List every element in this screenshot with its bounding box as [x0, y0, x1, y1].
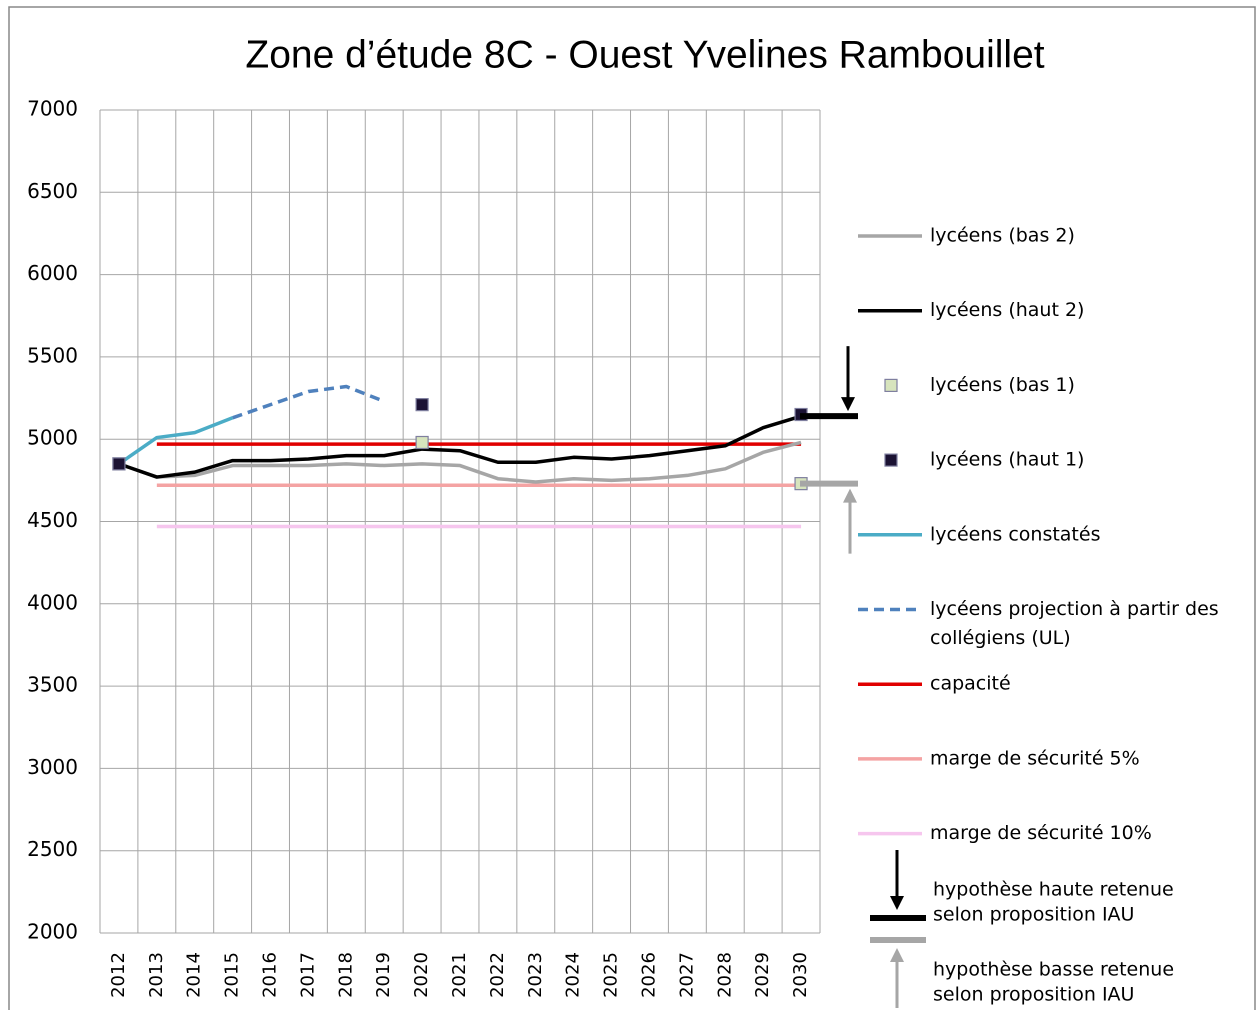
- x-tick-label: 2012: [108, 952, 129, 998]
- x-tick-label: 2027: [676, 952, 697, 998]
- series-marker: [415, 398, 429, 412]
- legend-label: lycéens constatés: [930, 523, 1100, 545]
- arrow-head: [890, 896, 904, 910]
- x-tick-label: 2020: [411, 952, 432, 998]
- series-marker: [415, 435, 429, 450]
- x-tick-label: 2030: [790, 952, 811, 998]
- legend-marker: [884, 453, 898, 467]
- y-tick-label: 6500: [27, 179, 78, 203]
- y-tick-label: 3500: [27, 673, 78, 697]
- chart-frame: [8, 6, 1256, 1014]
- x-tick-label: 2014: [184, 952, 205, 998]
- y-tick-label: 7000: [27, 97, 78, 121]
- y-tick-label: 3000: [27, 755, 78, 779]
- y-tick-label: 2000: [27, 920, 78, 944]
- y-tick-label: 4500: [27, 508, 78, 532]
- x-tick-label: 2023: [525, 952, 546, 998]
- x-tick-label: 2018: [335, 952, 356, 998]
- arrow-head: [890, 948, 904, 962]
- arrow-head: [841, 397, 855, 412]
- chart-title: Zone d’étude 8C - Ouest Yvelines Ramboui…: [245, 33, 1044, 76]
- y-tick-label: 4000: [27, 590, 78, 614]
- series-marker: [112, 457, 126, 471]
- series-line: [117, 416, 234, 466]
- x-tick-label: 2016: [260, 952, 281, 998]
- y-tick-label: 6000: [27, 261, 78, 285]
- x-tick-label: 2015: [222, 952, 243, 998]
- legend-label: marge de sécurité 10%: [930, 822, 1152, 844]
- series-line: [118, 440, 802, 484]
- y-tick-label: 5000: [27, 426, 78, 450]
- legend-label: lycéens (bas 1): [930, 374, 1075, 396]
- x-tick-label: 2025: [601, 952, 622, 998]
- legend-label: capacité: [930, 673, 1011, 695]
- legend-label: selon proposition IAU: [933, 984, 1134, 1006]
- series-line: [118, 414, 802, 479]
- legend-label: hypothèse haute retenue: [933, 879, 1174, 901]
- legend-label: selon proposition IAU: [933, 904, 1134, 926]
- legend-label: marge de sécurité 5%: [930, 747, 1140, 769]
- arrow-head: [843, 488, 857, 503]
- series-line: [232, 384, 385, 420]
- legend-label: lycéens (haut 2): [930, 299, 1084, 321]
- y-tick-label: 2500: [27, 837, 78, 861]
- y-tick-label: 5500: [27, 343, 78, 367]
- x-tick-label: 2019: [373, 952, 394, 998]
- x-tick-label: 2029: [752, 952, 773, 998]
- legend-label: lycéens projection à partir des: [930, 598, 1219, 620]
- x-tick-label: 2017: [297, 952, 318, 998]
- x-tick-label: 2024: [563, 952, 584, 998]
- legend-label: collégiens (UL): [930, 627, 1071, 649]
- x-tick-label: 2013: [146, 952, 167, 998]
- x-tick-label: 2022: [487, 952, 508, 998]
- legend-label: hypothèse basse retenue: [933, 959, 1174, 981]
- legend-marker: [884, 378, 898, 392]
- x-tick-label: 2026: [638, 952, 659, 998]
- legend-label: lycéens (haut 1): [930, 449, 1084, 471]
- legend-label: lycéens (bas 2): [930, 225, 1075, 247]
- x-tick-label: 2028: [714, 952, 735, 998]
- x-tick-label: 2021: [449, 952, 470, 998]
